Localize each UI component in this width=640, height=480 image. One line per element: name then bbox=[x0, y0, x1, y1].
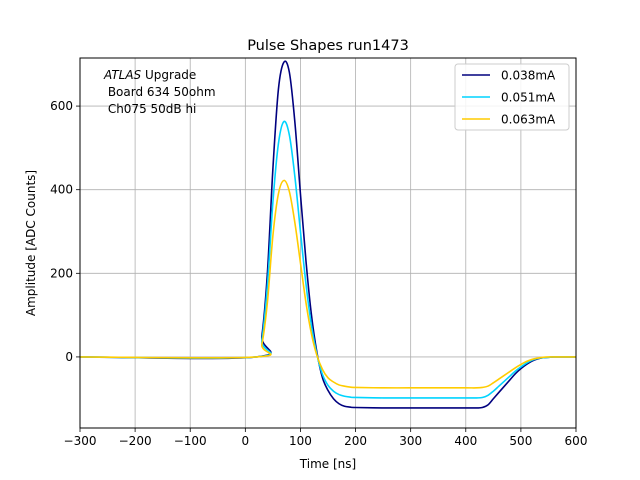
y-tick-label: 400 bbox=[50, 183, 73, 197]
annotation-atlas: ATLAS bbox=[103, 68, 142, 82]
plot-frame bbox=[79, 57, 577, 429]
legend: 0.038mA 0.051mA 0.063mA bbox=[454, 63, 570, 131]
axis-ticks: −300 −200 −100 0 100 200 300 400 500 600 0 200 400 60… bbox=[50, 99, 587, 448]
annotation: ATLAS Upgrade Board 634 50ohm Ch075 50dB… bbox=[103, 68, 216, 116]
x-tick-label: −100 bbox=[174, 434, 207, 448]
x-tick-label: 100 bbox=[289, 434, 312, 448]
chart-title: Pulse Shapes run1473 bbox=[247, 38, 409, 54]
annotation-line-1: ATLAS Upgrade bbox=[103, 68, 196, 82]
legend-label-2: 0.063mA bbox=[501, 113, 556, 127]
x-tick-label: 400 bbox=[454, 434, 477, 448]
series-line-2 bbox=[79, 179, 576, 389]
series-line-1 bbox=[79, 120, 577, 399]
annotation-line-3: Ch075 50dB hi bbox=[104, 102, 196, 116]
legend-box bbox=[454, 63, 570, 131]
legend-label-1: 0.051mA bbox=[501, 91, 556, 105]
x-tick-label: −300 bbox=[64, 434, 97, 448]
x-tick-label: 500 bbox=[509, 434, 532, 448]
legend-label-0: 0.038mA bbox=[501, 69, 556, 83]
series-line-0 bbox=[79, 60, 577, 409]
y-tick-label: 0 bbox=[65, 350, 73, 364]
x-tick-label: −200 bbox=[119, 434, 152, 448]
annotation-upgrade: Upgrade bbox=[141, 68, 196, 82]
y-tick-label: 600 bbox=[50, 99, 73, 113]
y-tick-label: 200 bbox=[50, 266, 73, 280]
x-tick-label: 300 bbox=[399, 434, 422, 448]
series-lines bbox=[79, 60, 577, 409]
y-axis-label: Amplitude [ADC Counts] bbox=[24, 170, 38, 316]
x-tick-label: 0 bbox=[242, 434, 250, 448]
x-axis-label: Time [ns] bbox=[299, 457, 356, 471]
x-tick-label: 600 bbox=[565, 434, 588, 448]
x-tick-label: 200 bbox=[344, 434, 367, 448]
annotation-line-2: Board 634 50ohm bbox=[104, 85, 216, 99]
